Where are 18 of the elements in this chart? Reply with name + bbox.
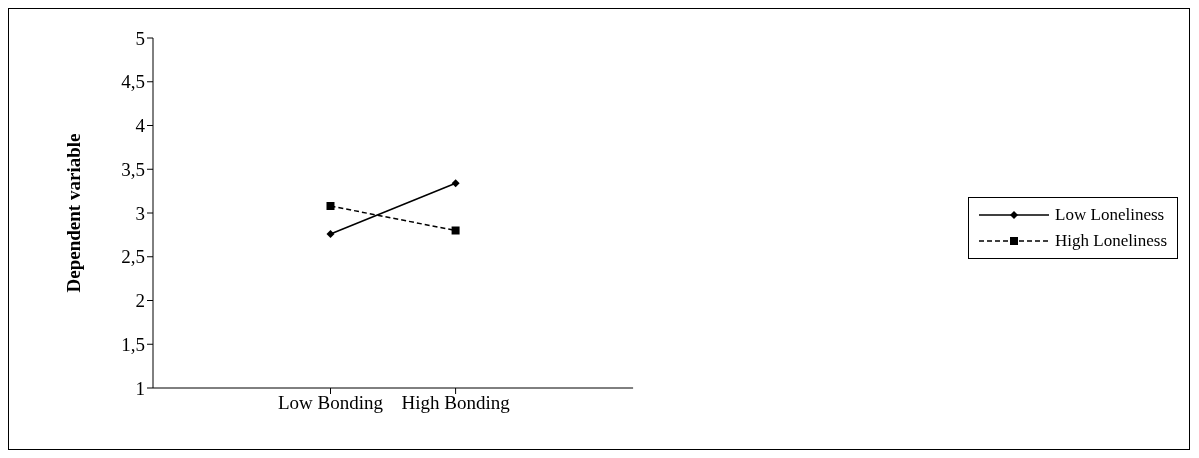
y-tick-label: 2 <box>135 290 145 312</box>
y-tick-label: 2,5 <box>121 246 145 268</box>
x-tick-label: High Bonding <box>401 392 511 414</box>
legend-label: High Loneliness <box>1055 231 1167 251</box>
point <box>451 226 460 235</box>
point <box>451 179 460 188</box>
y-axis-title: Dependent variable <box>62 133 84 293</box>
legend-label: Low Loneliness <box>1055 205 1165 225</box>
y-tick-label: 4 <box>135 115 146 137</box>
y-tick-label: 1 <box>135 377 145 399</box>
point <box>326 230 335 238</box>
y-tick-label: 5 <box>135 27 145 49</box>
y-tick-label: 4,5 <box>121 71 145 93</box>
y-tick-label: 1,5 <box>121 333 145 355</box>
y-tick-label: 3,5 <box>121 158 145 180</box>
y-tick-label: 3 <box>135 202 145 224</box>
x-tick-label: Low Bonding <box>277 392 384 414</box>
point <box>326 202 335 210</box>
